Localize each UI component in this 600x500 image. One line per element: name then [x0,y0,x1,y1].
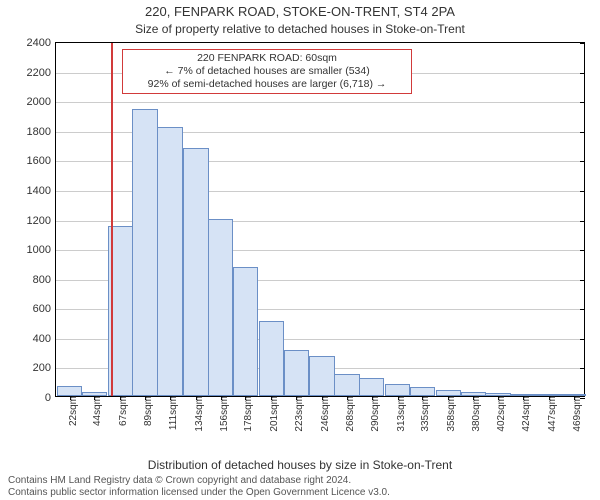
histogram-bar [359,378,384,396]
y-tick-mark [580,250,585,251]
y-tick-label: 1400 [27,185,56,197]
y-tick-label: 2000 [27,96,56,108]
annotation-line-1: 220 FENPARK ROAD: 60sqm [129,52,405,65]
y-tick-mark [580,132,585,133]
y-tick-mark [580,73,585,74]
x-tick-label: 134sqm [190,396,205,432]
y-tick-label: 0 [45,392,56,404]
x-tick-label: 201sqm [265,396,280,432]
x-tick-label: 67sqm [114,396,129,426]
x-tick-label: 380sqm [467,396,482,432]
x-tick-label: 335sqm [416,396,431,432]
histogram-bar [233,267,258,396]
y-tick-label: 2400 [27,37,56,49]
histogram-bar [157,127,182,396]
histogram-bar [259,321,284,396]
property-size-histogram: 220, FENPARK ROAD, STOKE-ON-TRENT, ST4 2… [0,0,600,500]
annotation-line-2: ← 7% of detached houses are smaller (534… [129,65,405,78]
plot-area: 0200400600800100012001400160018002000220… [55,42,585,397]
y-tick-mark [580,102,585,103]
y-tick-label: 800 [33,274,56,286]
y-tick-label: 1600 [27,155,56,167]
y-tick-label: 1200 [27,215,56,227]
y-tick-mark [580,339,585,340]
x-tick-label: 89sqm [139,396,154,426]
attribution-line-2: Contains public sector information licen… [8,487,592,499]
y-tick-label: 1000 [27,244,56,256]
histogram-bar [334,374,359,396]
y-tick-label: 2200 [27,67,56,79]
y-tick-mark [580,161,585,162]
attribution-line-1: Contains HM Land Registry data © Crown c… [8,475,592,487]
x-tick-label: 358sqm [442,396,457,432]
attribution-text: Contains HM Land Registry data © Crown c… [8,475,592,498]
histogram-bar [208,219,233,397]
histogram-bar [284,350,309,396]
y-tick-label: 400 [33,333,56,345]
histogram-bar [410,387,435,396]
histogram-bar [57,386,82,396]
y-tick-label: 200 [33,362,56,374]
chart-title: 220, FENPARK ROAD, STOKE-ON-TRENT, ST4 2… [0,4,600,19]
y-tick-mark [580,191,585,192]
x-tick-label: 424sqm [517,396,532,432]
chart-subtitle: Size of property relative to detached ho… [0,22,600,36]
x-tick-label: 268sqm [341,396,356,432]
x-tick-label: 447sqm [543,396,558,432]
annotation-line-3: 92% of semi-detached houses are larger (… [129,78,405,91]
annotation-box: 220 FENPARK ROAD: 60sqm← 7% of detached … [122,49,412,94]
histogram-bar [309,356,334,396]
histogram-bar [183,148,208,397]
x-tick-label: 111sqm [164,396,179,430]
y-tick-label: 1800 [27,126,56,138]
y-tick-label: 600 [33,303,56,315]
x-tick-label: 178sqm [239,396,254,432]
x-tick-label: 22sqm [64,396,79,426]
y-tick-mark [580,43,585,44]
x-tick-label: 223sqm [290,396,305,432]
y-tick-mark [580,280,585,281]
x-tick-label: 246sqm [316,396,331,432]
x-axis-label: Distribution of detached houses by size … [0,458,600,472]
grid-line [56,102,584,103]
x-tick-label: 290sqm [366,396,381,432]
histogram-bar [132,109,157,396]
y-tick-mark [580,221,585,222]
x-tick-label: 156sqm [215,396,230,432]
x-tick-label: 44sqm [88,396,103,426]
y-tick-mark [580,309,585,310]
y-tick-mark [580,368,585,369]
marker-line [111,43,113,396]
x-tick-label: 402sqm [492,396,507,432]
x-tick-label: 469sqm [568,396,583,432]
histogram-bar [385,384,410,396]
x-tick-label: 313sqm [392,396,407,432]
